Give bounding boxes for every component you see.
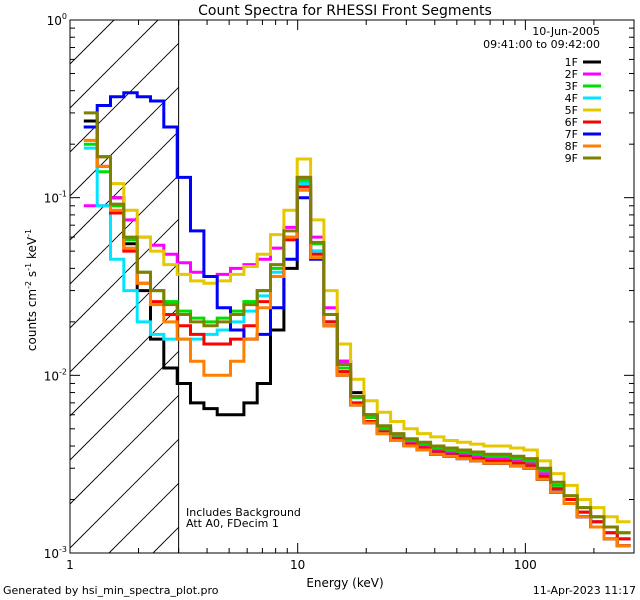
x-axis-label: Energy (keV) [306,576,383,590]
y-tick-label-base: 10 [47,14,62,28]
series-layer [83,91,631,548]
footer-timestamp: 11-Apr-2023 11:17 [533,584,636,597]
y-axis-label-part-kev: keV [25,236,39,263]
series-9F [83,111,631,535]
x-axis-ticks: 1 10 100 [66,20,635,572]
hatch-line [69,395,179,505]
legend-label-8F: 8F [565,140,578,153]
legend-label-5F: 5F [565,104,578,117]
hatch-line [69,351,179,461]
y-axis-label-part-s: s [25,271,39,281]
y-axis-label: counts cm-2 s-1 keV-1 [24,229,39,351]
hatch-line [108,483,179,554]
x-tick-label: 1 [66,558,74,572]
legend-label-9F: 9F [565,152,578,165]
hatch-line [69,263,179,373]
hatch-line [69,87,179,197]
y-tick-label: 10-3 [44,545,67,561]
legend-label-6F: 6F [565,116,578,129]
y-tick-label-exponent: -2 [59,367,67,376]
footer-generated: Generated by hsi_min_spectra_plot.pro [3,584,219,597]
hatch-line [152,527,179,554]
y-axis-label-exp-kev: -1 [24,229,33,237]
y-axis-label-exp-cm: -2 [24,281,33,289]
series-1F [83,119,631,548]
y-tick-label: 100 [47,12,67,28]
legend-time-range: 09:41:00 to 09:42:00 [483,38,600,51]
x-tick-label: 100 [514,558,537,572]
legend-date: 10-Jun-2005 [532,25,600,38]
y-tick-label-base: 10 [44,547,59,561]
y-tick-label-base: 10 [44,369,59,383]
legend-label-7F: 7F [565,128,578,141]
y-tick-label-exponent: 0 [62,12,67,21]
y-tick-label-exponent: -3 [59,545,67,554]
y-tick-label: 10-2 [44,367,67,383]
y-tick-label: 10-1 [44,190,67,206]
x-tick-label: 10 [290,558,305,572]
hatch-line [69,19,115,65]
legend-label-2F: 2F [565,68,578,81]
y-axis-label-exp-s: -1 [24,263,33,271]
y-axis-label-part-units: counts cm [25,289,39,351]
legend-label-4F: 4F [565,92,578,105]
chart-title: Count Spectra for RHESSI Front Segments [198,3,492,19]
series-5F [83,138,631,524]
annotation-background: Includes Background [186,506,301,519]
hatch-line [69,307,179,417]
annotation-attenuator: Att A0, FDecim 1 [186,517,279,530]
y-tick-label-exponent: -1 [59,190,67,199]
hatch-line [69,19,159,109]
legend-label-3F: 3F [565,80,578,93]
legend-label-1F: 1F [565,56,578,69]
y-tick-label-base: 10 [44,192,59,206]
series-8F [83,138,631,548]
plot-frame [69,19,635,554]
hatch-line [69,439,179,549]
